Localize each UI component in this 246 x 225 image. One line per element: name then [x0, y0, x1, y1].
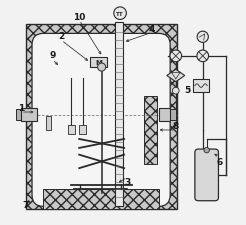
Bar — [36, 39, 166, 202]
Circle shape — [197, 51, 209, 62]
Bar — [79, 126, 86, 135]
Bar — [91, 58, 107, 68]
Text: 2: 2 — [58, 32, 64, 41]
Circle shape — [172, 88, 179, 94]
Bar — [68, 126, 75, 135]
Bar — [21, 108, 36, 122]
Bar — [193, 80, 210, 92]
Text: 6: 6 — [216, 157, 223, 166]
Bar — [170, 109, 176, 120]
Polygon shape — [167, 70, 185, 82]
Circle shape — [98, 64, 106, 72]
Bar — [43, 190, 159, 209]
Text: 7: 7 — [22, 200, 29, 209]
Bar — [26, 25, 177, 209]
Bar — [16, 109, 22, 120]
Text: TT: TT — [116, 12, 124, 17]
Text: 10: 10 — [73, 13, 85, 22]
Text: M: M — [95, 60, 102, 66]
Bar — [46, 117, 51, 130]
Text: 1: 1 — [18, 104, 24, 112]
Bar — [115, 23, 123, 206]
Bar — [159, 108, 170, 122]
Circle shape — [197, 32, 208, 43]
Circle shape — [204, 148, 209, 153]
FancyBboxPatch shape — [195, 149, 218, 201]
Text: 8: 8 — [173, 122, 179, 130]
Bar — [144, 97, 157, 164]
Text: 9: 9 — [49, 51, 55, 60]
Text: 3: 3 — [124, 177, 131, 186]
Circle shape — [170, 51, 182, 62]
Circle shape — [114, 8, 126, 20]
Text: 4: 4 — [149, 25, 155, 34]
Text: 5: 5 — [184, 86, 190, 95]
FancyBboxPatch shape — [32, 34, 170, 206]
